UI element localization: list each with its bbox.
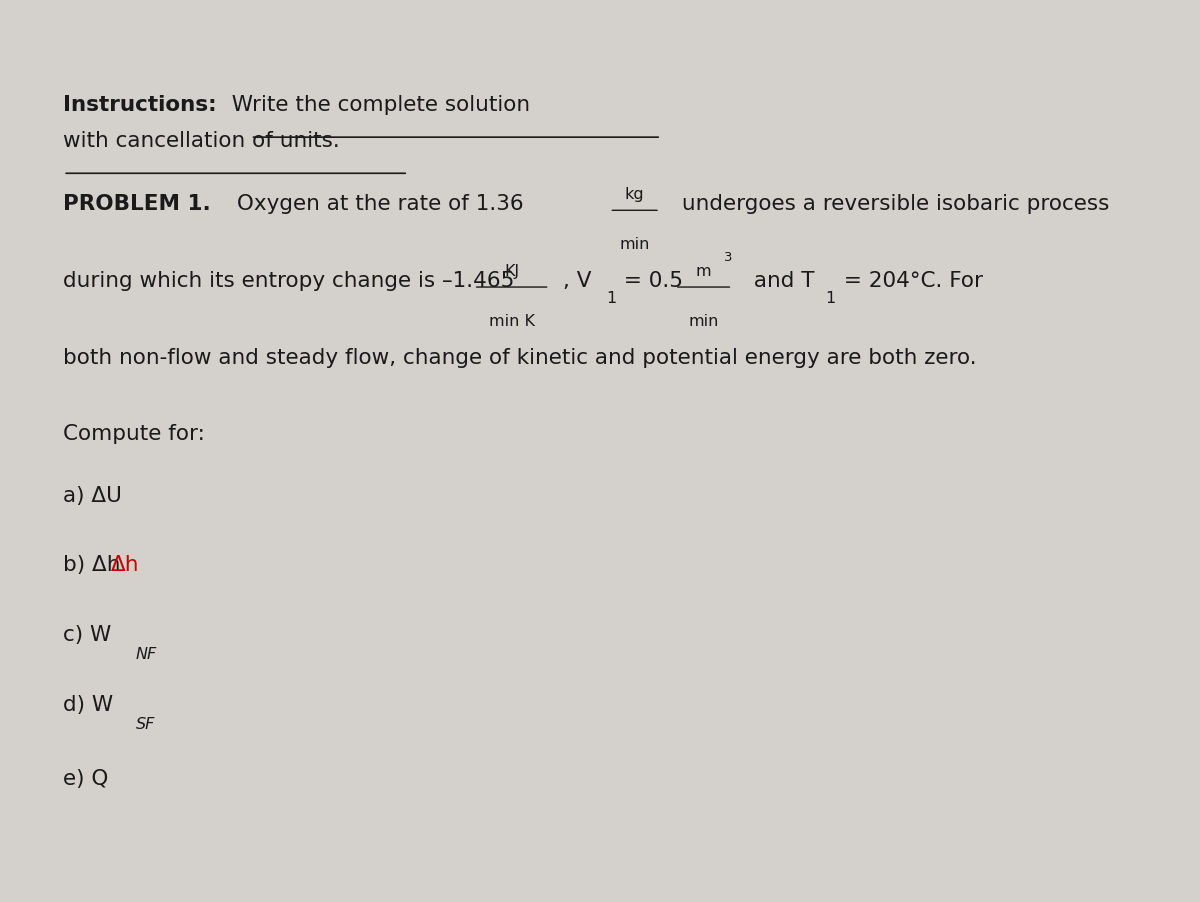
Text: PROBLEM 1.: PROBLEM 1. — [64, 194, 211, 214]
Text: min K: min K — [488, 314, 535, 329]
Text: undergoes a reversible isobaric process: undergoes a reversible isobaric process — [674, 194, 1109, 214]
Text: a) ΔU: a) ΔU — [64, 485, 122, 505]
Text: during which its entropy change is –1.465: during which its entropy change is –1.46… — [64, 271, 515, 290]
Text: 1: 1 — [606, 290, 616, 306]
Text: kg: kg — [625, 187, 644, 202]
Text: c) W: c) W — [64, 624, 112, 644]
Text: both non-flow and steady flow, change of kinetic and potential energy are both z: both non-flow and steady flow, change of… — [64, 347, 977, 367]
Text: Δh: Δh — [110, 555, 139, 575]
Text: Compute for:: Compute for: — [64, 424, 205, 444]
Text: 1: 1 — [826, 290, 835, 306]
Text: Instructions:: Instructions: — [64, 95, 217, 115]
Text: with cancellation of units.: with cancellation of units. — [64, 131, 340, 151]
Text: 3: 3 — [725, 251, 733, 263]
Text: b) Δh: b) Δh — [64, 555, 121, 575]
Text: d) W: d) W — [64, 695, 113, 714]
Text: SF: SF — [136, 716, 155, 732]
Text: e) Q: e) Q — [64, 769, 109, 788]
Text: = 0.5: = 0.5 — [617, 271, 683, 290]
Text: Oxygen at the rate of 1.36: Oxygen at the rate of 1.36 — [230, 194, 523, 214]
Text: Write the complete solution: Write the complete solution — [218, 95, 530, 115]
Text: NF: NF — [136, 646, 157, 661]
Text: , V: , V — [563, 271, 592, 290]
Text: = 204°C. For: = 204°C. For — [836, 271, 983, 290]
Text: KJ: KJ — [504, 263, 520, 279]
Text: and T: and T — [748, 271, 815, 290]
Text: min: min — [689, 314, 719, 329]
Text: min: min — [619, 237, 650, 253]
Text: m: m — [696, 263, 712, 279]
